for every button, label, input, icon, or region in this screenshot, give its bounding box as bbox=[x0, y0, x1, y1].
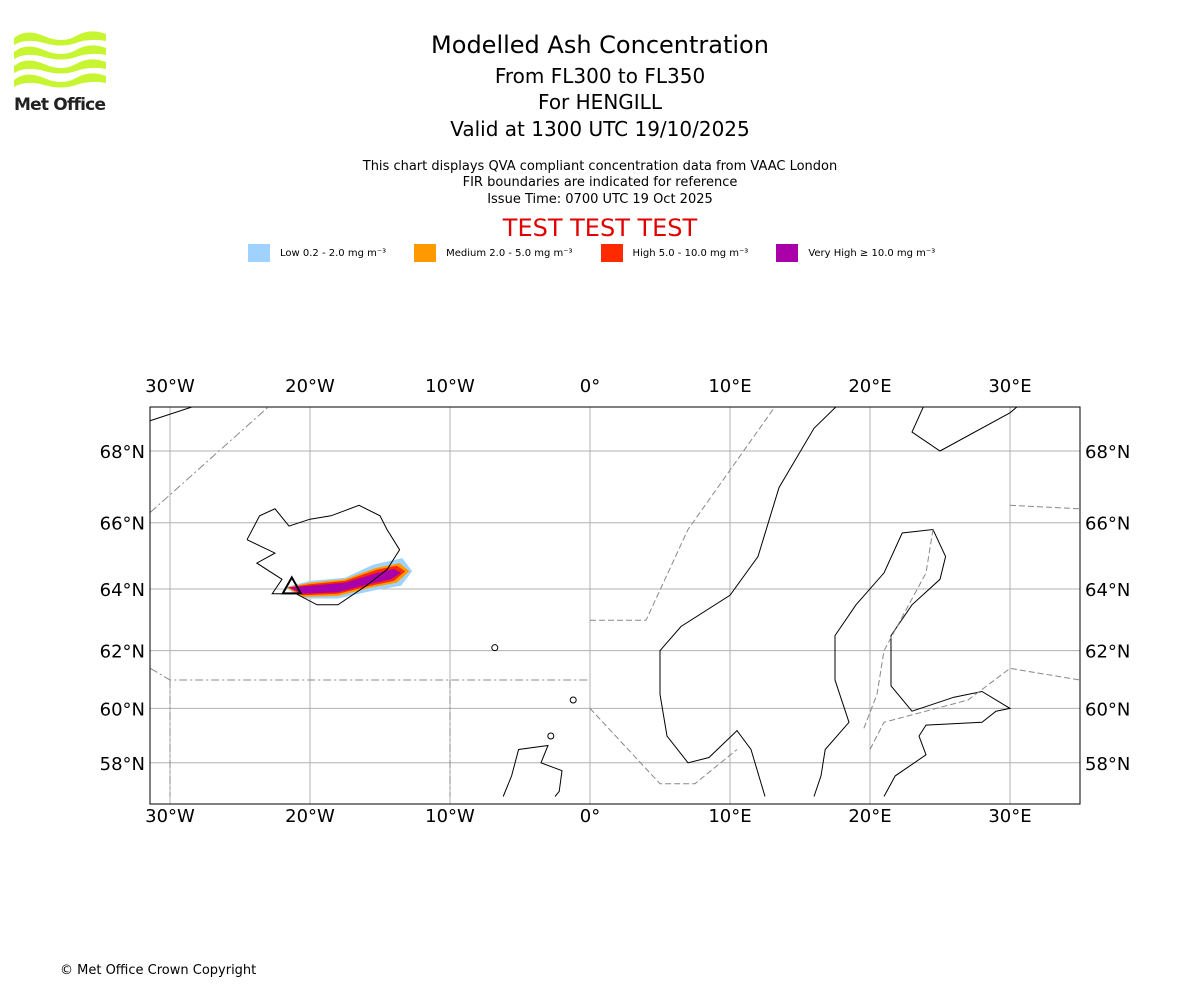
lon-tick-label-bottom: 30°W bbox=[145, 806, 195, 827]
island bbox=[491, 644, 499, 652]
qva-note: This chart displays QVA compliant concen… bbox=[362, 159, 838, 174]
ash-contour-very-high bbox=[289, 568, 401, 594]
lat-tick-label-left: 62°N bbox=[100, 642, 145, 663]
lon-tick-label-top: 30°W bbox=[145, 376, 195, 397]
lat-tick-label-left: 68°N bbox=[100, 442, 145, 463]
lat-tick-label-left: 66°N bbox=[100, 514, 145, 535]
coastline-greenland bbox=[150, 407, 194, 422]
met-office-logo: Met Office bbox=[14, 30, 106, 115]
fir-boundary bbox=[1009, 504, 1080, 510]
coastline-sweden_finland bbox=[813, 528, 1012, 797]
lon-tick-label-bottom: 20°W bbox=[285, 806, 335, 827]
fir-boundary bbox=[150, 667, 590, 681]
lon-tick-label-bottom: 10°W bbox=[425, 806, 475, 827]
lat-tick-label-right: 58°N bbox=[1085, 754, 1130, 775]
lon-tick-label-bottom: 20°E bbox=[848, 806, 891, 827]
island bbox=[547, 732, 555, 740]
lon-tick-label-top: 20°E bbox=[848, 376, 891, 397]
lon-tick-label-top: 0° bbox=[580, 376, 600, 397]
fir-boundary bbox=[150, 407, 270, 513]
legend-item-low: Low 0.2 - 2.0 mg m⁻³ bbox=[248, 244, 386, 262]
legend-swatch bbox=[248, 244, 270, 262]
fir-boundary bbox=[869, 667, 1080, 750]
fir-boundary bbox=[590, 407, 776, 621]
fir-boundary bbox=[589, 708, 738, 785]
legend-item-very-high: Very High ≥ 10.0 mg m⁻³ bbox=[776, 244, 935, 262]
lat-tick-label-left: 60°N bbox=[100, 699, 145, 720]
coastline-scotland bbox=[502, 744, 563, 797]
chart-title: Modelled Ash Concentration bbox=[431, 31, 769, 59]
legend-swatch bbox=[414, 244, 437, 262]
flight-levels: From FL300 to FL350 bbox=[494, 64, 706, 88]
legend-swatch bbox=[776, 244, 799, 262]
lon-tick-label-top: 30°E bbox=[988, 376, 1031, 397]
legend-label: High 5.0 - 10.0 mg m⁻³ bbox=[632, 247, 749, 259]
lon-tick-label-top: 20°W bbox=[285, 376, 335, 397]
lat-tick-label-left: 64°N bbox=[100, 580, 145, 601]
legend: Low 0.2 - 2.0 mg m⁻³ Medium 2.0 - 5.0 mg… bbox=[248, 244, 963, 262]
lon-tick-label-bottom: 0° bbox=[580, 806, 600, 827]
lat-tick-label-left: 58°N bbox=[100, 754, 145, 775]
lat-tick-label-right: 64°N bbox=[1085, 580, 1130, 601]
volcano-marker-icon bbox=[281, 575, 303, 595]
legend-label: Low 0.2 - 2.0 mg m⁻³ bbox=[280, 247, 387, 259]
coastline-scandinavia bbox=[659, 407, 837, 797]
lat-tick-label-right: 62°N bbox=[1085, 642, 1130, 663]
copyright: © Met Office Crown Copyright bbox=[60, 963, 257, 978]
legend-swatch bbox=[600, 244, 623, 262]
valid-time: Valid at 1300 UTC 19/10/2025 bbox=[450, 117, 750, 141]
lon-tick-label-top: 10°E bbox=[708, 376, 751, 397]
issue-time: Issue Time: 0700 UTC 19 Oct 2025 bbox=[487, 192, 713, 207]
plot-frame bbox=[149, 406, 1081, 805]
legend-label: Medium 2.0 - 5.0 mg m⁻³ bbox=[446, 247, 573, 259]
lat-tick-label-right: 68°N bbox=[1085, 442, 1130, 463]
legend-item-high: High 5.0 - 10.0 mg m⁻³ bbox=[600, 244, 749, 262]
island bbox=[569, 696, 577, 704]
lon-tick-label-bottom: 30°E bbox=[988, 806, 1031, 827]
coastline-iceland bbox=[246, 504, 401, 606]
fir-note: FIR boundaries are indicated for referen… bbox=[462, 175, 738, 190]
logo-text: Met Office bbox=[14, 95, 106, 115]
lon-tick-label-top: 10°W bbox=[425, 376, 475, 397]
lat-tick-label-right: 60°N bbox=[1085, 699, 1130, 720]
fir-boundary bbox=[862, 529, 934, 731]
lat-tick-label-right: 66°N bbox=[1085, 514, 1130, 535]
coastline-kola bbox=[911, 407, 1018, 452]
legend-item-medium: Medium 2.0 - 5.0 mg m⁻³ bbox=[414, 244, 573, 262]
met-office-waves-icon bbox=[14, 31, 106, 88]
lon-tick-label-bottom: 10°E bbox=[708, 806, 751, 827]
test-banner: TEST TEST TEST bbox=[502, 214, 698, 242]
legend-label: Very High ≥ 10.0 mg m⁻³ bbox=[808, 247, 936, 259]
volcano-name: For HENGILL bbox=[538, 90, 662, 114]
map-layer bbox=[150, 407, 1080, 804]
